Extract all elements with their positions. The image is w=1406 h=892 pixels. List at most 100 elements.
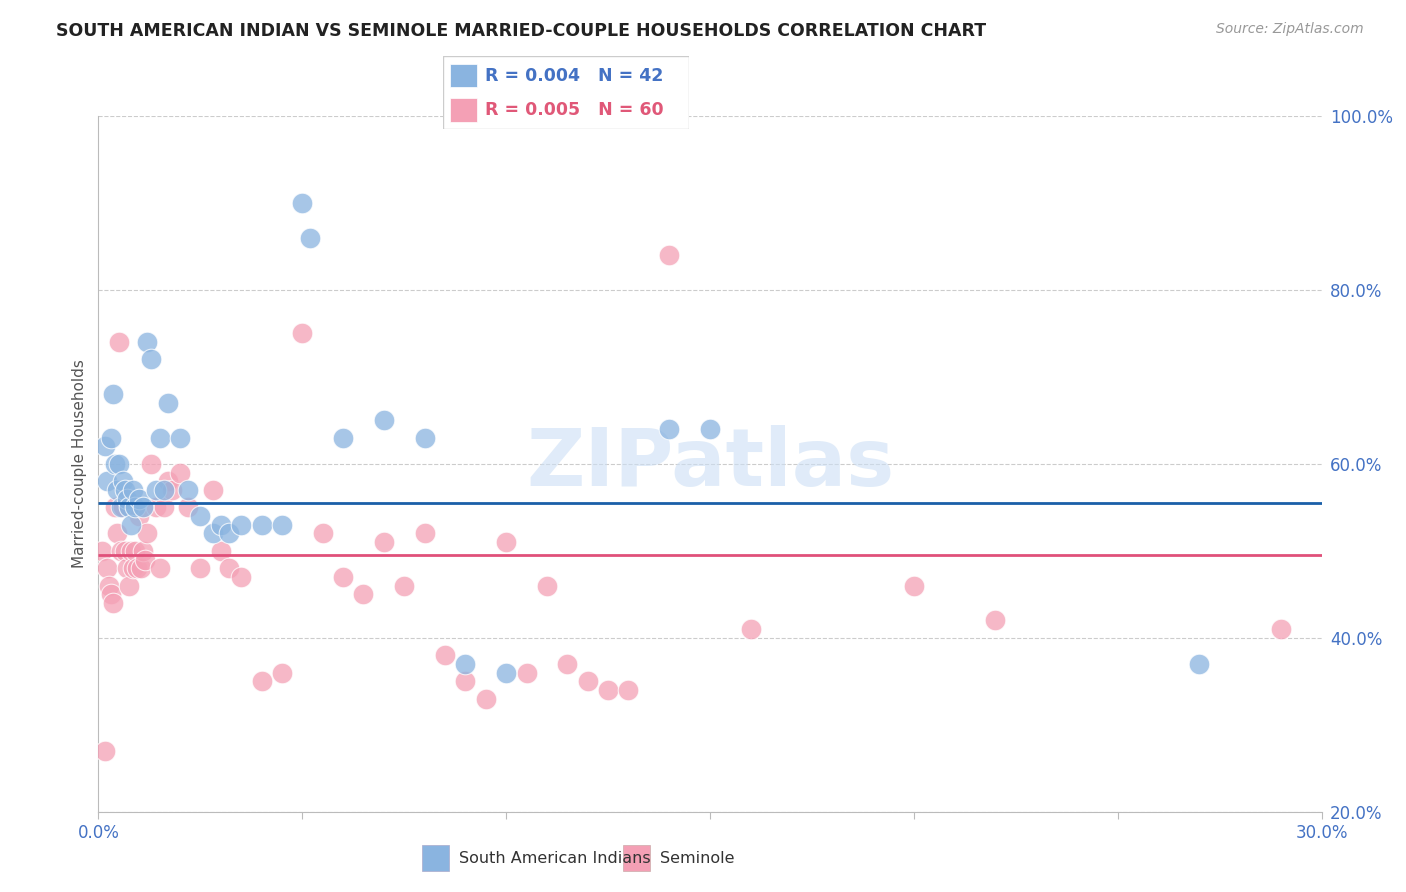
Point xyxy=(169,431,191,445)
Bar xyxy=(623,846,650,871)
Point xyxy=(160,483,183,497)
Point xyxy=(115,491,138,506)
Point xyxy=(392,578,416,592)
Point xyxy=(132,500,155,515)
Point xyxy=(115,561,138,575)
Point xyxy=(145,483,167,497)
Point xyxy=(291,195,314,210)
Point xyxy=(114,483,136,497)
Point xyxy=(111,500,134,515)
Point xyxy=(495,665,517,680)
Text: R = 0.005   N = 60: R = 0.005 N = 60 xyxy=(485,102,664,120)
Point xyxy=(291,326,314,341)
Y-axis label: Married-couple Households: Married-couple Households xyxy=(72,359,87,568)
Point xyxy=(740,622,762,636)
Point xyxy=(96,561,118,575)
Point xyxy=(122,483,145,497)
Point xyxy=(127,561,149,575)
Point xyxy=(250,674,273,689)
Point xyxy=(96,474,118,488)
Bar xyxy=(450,98,478,122)
Point xyxy=(129,561,152,575)
Point xyxy=(132,543,155,558)
Point xyxy=(93,744,115,758)
Point xyxy=(101,596,124,610)
Point xyxy=(100,587,122,601)
Point xyxy=(136,334,159,349)
Point xyxy=(299,230,322,244)
Point xyxy=(433,648,456,662)
Point xyxy=(495,535,517,549)
Point xyxy=(152,483,174,497)
Point xyxy=(124,500,146,515)
Point xyxy=(177,483,200,497)
Point xyxy=(352,587,374,601)
Point xyxy=(118,500,141,515)
Point xyxy=(270,665,294,680)
Point xyxy=(312,526,335,541)
Point xyxy=(454,657,477,671)
Point xyxy=(1188,657,1211,671)
Point xyxy=(201,526,224,541)
Point xyxy=(218,526,240,541)
Point xyxy=(122,561,145,575)
Point xyxy=(231,517,253,532)
Point xyxy=(111,474,134,488)
Point xyxy=(250,517,273,532)
Point xyxy=(209,517,232,532)
Point xyxy=(110,500,132,515)
Point xyxy=(474,691,498,706)
Point xyxy=(218,561,240,575)
Point xyxy=(903,578,925,592)
Point xyxy=(188,561,212,575)
Point xyxy=(118,578,141,592)
Point xyxy=(658,248,681,262)
Point xyxy=(270,517,294,532)
Point xyxy=(156,396,179,410)
Point xyxy=(152,500,174,515)
Point xyxy=(413,526,436,541)
Text: Source: ZipAtlas.com: Source: ZipAtlas.com xyxy=(1216,22,1364,37)
Point xyxy=(105,526,128,541)
Point xyxy=(149,431,172,445)
Point xyxy=(536,578,558,592)
Point xyxy=(101,387,124,401)
Bar xyxy=(450,63,478,87)
Point xyxy=(209,543,232,558)
Point xyxy=(177,500,200,515)
Point xyxy=(141,457,163,471)
Point xyxy=(169,466,191,480)
Text: R = 0.004   N = 42: R = 0.004 N = 42 xyxy=(485,67,664,85)
Point xyxy=(596,683,619,698)
Point xyxy=(454,674,477,689)
Point xyxy=(658,422,681,436)
Point xyxy=(124,543,146,558)
Point xyxy=(91,543,114,558)
Point xyxy=(984,614,1007,628)
Point xyxy=(104,500,127,515)
Text: SOUTH AMERICAN INDIAN VS SEMINOLE MARRIED-COUPLE HOUSEHOLDS CORRELATION CHART: SOUTH AMERICAN INDIAN VS SEMINOLE MARRIE… xyxy=(56,22,987,40)
Point xyxy=(120,543,142,558)
Point xyxy=(188,508,212,523)
Point xyxy=(516,665,538,680)
Point xyxy=(128,508,150,523)
Point xyxy=(108,334,131,349)
Point xyxy=(120,517,142,532)
Point xyxy=(1270,622,1292,636)
Point xyxy=(373,413,395,427)
Point xyxy=(93,439,115,453)
Point xyxy=(617,683,640,698)
Point xyxy=(201,483,224,497)
Point xyxy=(332,570,354,584)
Point xyxy=(156,474,179,488)
Text: ZIPatlas: ZIPatlas xyxy=(526,425,894,503)
Text: South American Indians: South American Indians xyxy=(460,851,651,866)
Point xyxy=(110,543,132,558)
Point xyxy=(108,457,131,471)
Point xyxy=(413,431,436,445)
Point xyxy=(104,457,127,471)
Point xyxy=(576,674,599,689)
Point xyxy=(699,422,721,436)
Point xyxy=(128,491,150,506)
Point xyxy=(555,657,579,671)
